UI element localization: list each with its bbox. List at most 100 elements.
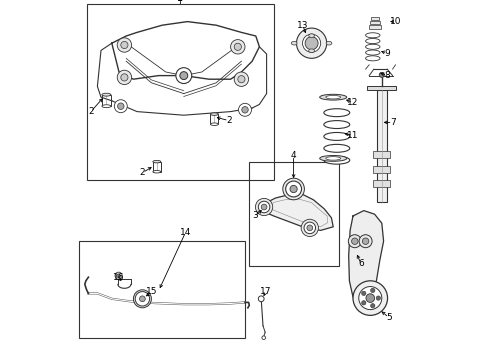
- Circle shape: [307, 225, 313, 231]
- Text: 14: 14: [180, 228, 191, 237]
- Circle shape: [262, 336, 266, 339]
- Ellipse shape: [366, 44, 380, 49]
- Text: 2: 2: [140, 168, 145, 177]
- Bar: [102, 95, 111, 106]
- Circle shape: [117, 38, 132, 52]
- Ellipse shape: [324, 121, 350, 129]
- Circle shape: [302, 34, 320, 52]
- Ellipse shape: [309, 34, 315, 37]
- Ellipse shape: [210, 113, 219, 115]
- Text: 8: 8: [384, 71, 390, 80]
- Circle shape: [296, 28, 327, 58]
- Text: 1: 1: [177, 0, 183, 3]
- Text: 16: 16: [113, 274, 124, 282]
- Bar: [87, 4, 274, 180]
- Circle shape: [121, 41, 128, 49]
- Ellipse shape: [326, 157, 341, 160]
- Bar: [210, 114, 219, 124]
- Ellipse shape: [366, 39, 380, 44]
- Circle shape: [135, 292, 149, 306]
- Bar: [373, 180, 391, 187]
- Ellipse shape: [324, 144, 350, 152]
- Ellipse shape: [366, 56, 380, 61]
- Circle shape: [359, 235, 372, 248]
- Circle shape: [362, 301, 366, 305]
- Circle shape: [305, 37, 318, 50]
- Circle shape: [258, 201, 270, 213]
- Text: 12: 12: [347, 98, 359, 107]
- Bar: [153, 162, 161, 172]
- Text: 6: 6: [358, 259, 364, 268]
- Circle shape: [258, 296, 264, 302]
- Ellipse shape: [366, 33, 380, 38]
- Circle shape: [363, 238, 369, 244]
- Text: 7: 7: [390, 118, 395, 127]
- Text: 13: 13: [297, 21, 308, 30]
- Polygon shape: [349, 211, 384, 304]
- Ellipse shape: [324, 109, 350, 117]
- Circle shape: [114, 100, 127, 113]
- Text: 9: 9: [384, 49, 390, 58]
- Circle shape: [376, 296, 381, 300]
- Circle shape: [370, 288, 375, 293]
- Circle shape: [234, 43, 242, 50]
- Ellipse shape: [102, 105, 111, 108]
- Circle shape: [176, 68, 192, 84]
- Text: 2: 2: [88, 107, 94, 116]
- Circle shape: [117, 274, 121, 278]
- Circle shape: [362, 291, 366, 296]
- Bar: [377, 90, 387, 202]
- Ellipse shape: [366, 50, 380, 55]
- Circle shape: [133, 290, 151, 308]
- Text: 1: 1: [177, 0, 183, 3]
- Circle shape: [261, 204, 267, 210]
- Bar: [248, 162, 339, 266]
- Ellipse shape: [319, 94, 347, 100]
- Bar: [369, 25, 381, 29]
- Circle shape: [304, 222, 316, 234]
- Circle shape: [286, 181, 301, 197]
- Bar: [370, 17, 379, 20]
- Circle shape: [301, 219, 319, 237]
- Bar: [370, 21, 380, 24]
- Circle shape: [353, 281, 388, 315]
- Circle shape: [238, 76, 245, 83]
- Text: 10: 10: [391, 17, 402, 26]
- Circle shape: [255, 198, 273, 216]
- Bar: [373, 166, 391, 173]
- Ellipse shape: [292, 41, 297, 45]
- Circle shape: [121, 74, 128, 81]
- Circle shape: [290, 185, 297, 193]
- Circle shape: [242, 107, 248, 113]
- Circle shape: [231, 40, 245, 54]
- Circle shape: [283, 178, 304, 200]
- Circle shape: [348, 235, 361, 248]
- Circle shape: [140, 296, 145, 302]
- Text: 17: 17: [260, 287, 271, 296]
- Text: 3: 3: [252, 211, 258, 220]
- Text: 15: 15: [147, 287, 158, 296]
- Text: 11: 11: [347, 130, 359, 139]
- Ellipse shape: [102, 93, 111, 96]
- Circle shape: [239, 103, 251, 116]
- Circle shape: [351, 238, 358, 244]
- Ellipse shape: [210, 123, 219, 125]
- Ellipse shape: [324, 156, 350, 164]
- Circle shape: [366, 294, 374, 302]
- Text: 5: 5: [386, 313, 392, 322]
- Circle shape: [117, 70, 132, 85]
- Circle shape: [118, 103, 124, 109]
- Text: 2: 2: [226, 116, 232, 125]
- Text: 4: 4: [291, 151, 296, 160]
- Circle shape: [379, 72, 384, 77]
- Circle shape: [234, 72, 248, 86]
- Ellipse shape: [153, 171, 161, 173]
- Polygon shape: [261, 194, 333, 230]
- Bar: [79, 241, 245, 338]
- Bar: [368, 86, 396, 90]
- Ellipse shape: [326, 41, 332, 45]
- Bar: [373, 151, 391, 158]
- Circle shape: [370, 303, 375, 308]
- Ellipse shape: [309, 49, 315, 53]
- Ellipse shape: [326, 95, 341, 99]
